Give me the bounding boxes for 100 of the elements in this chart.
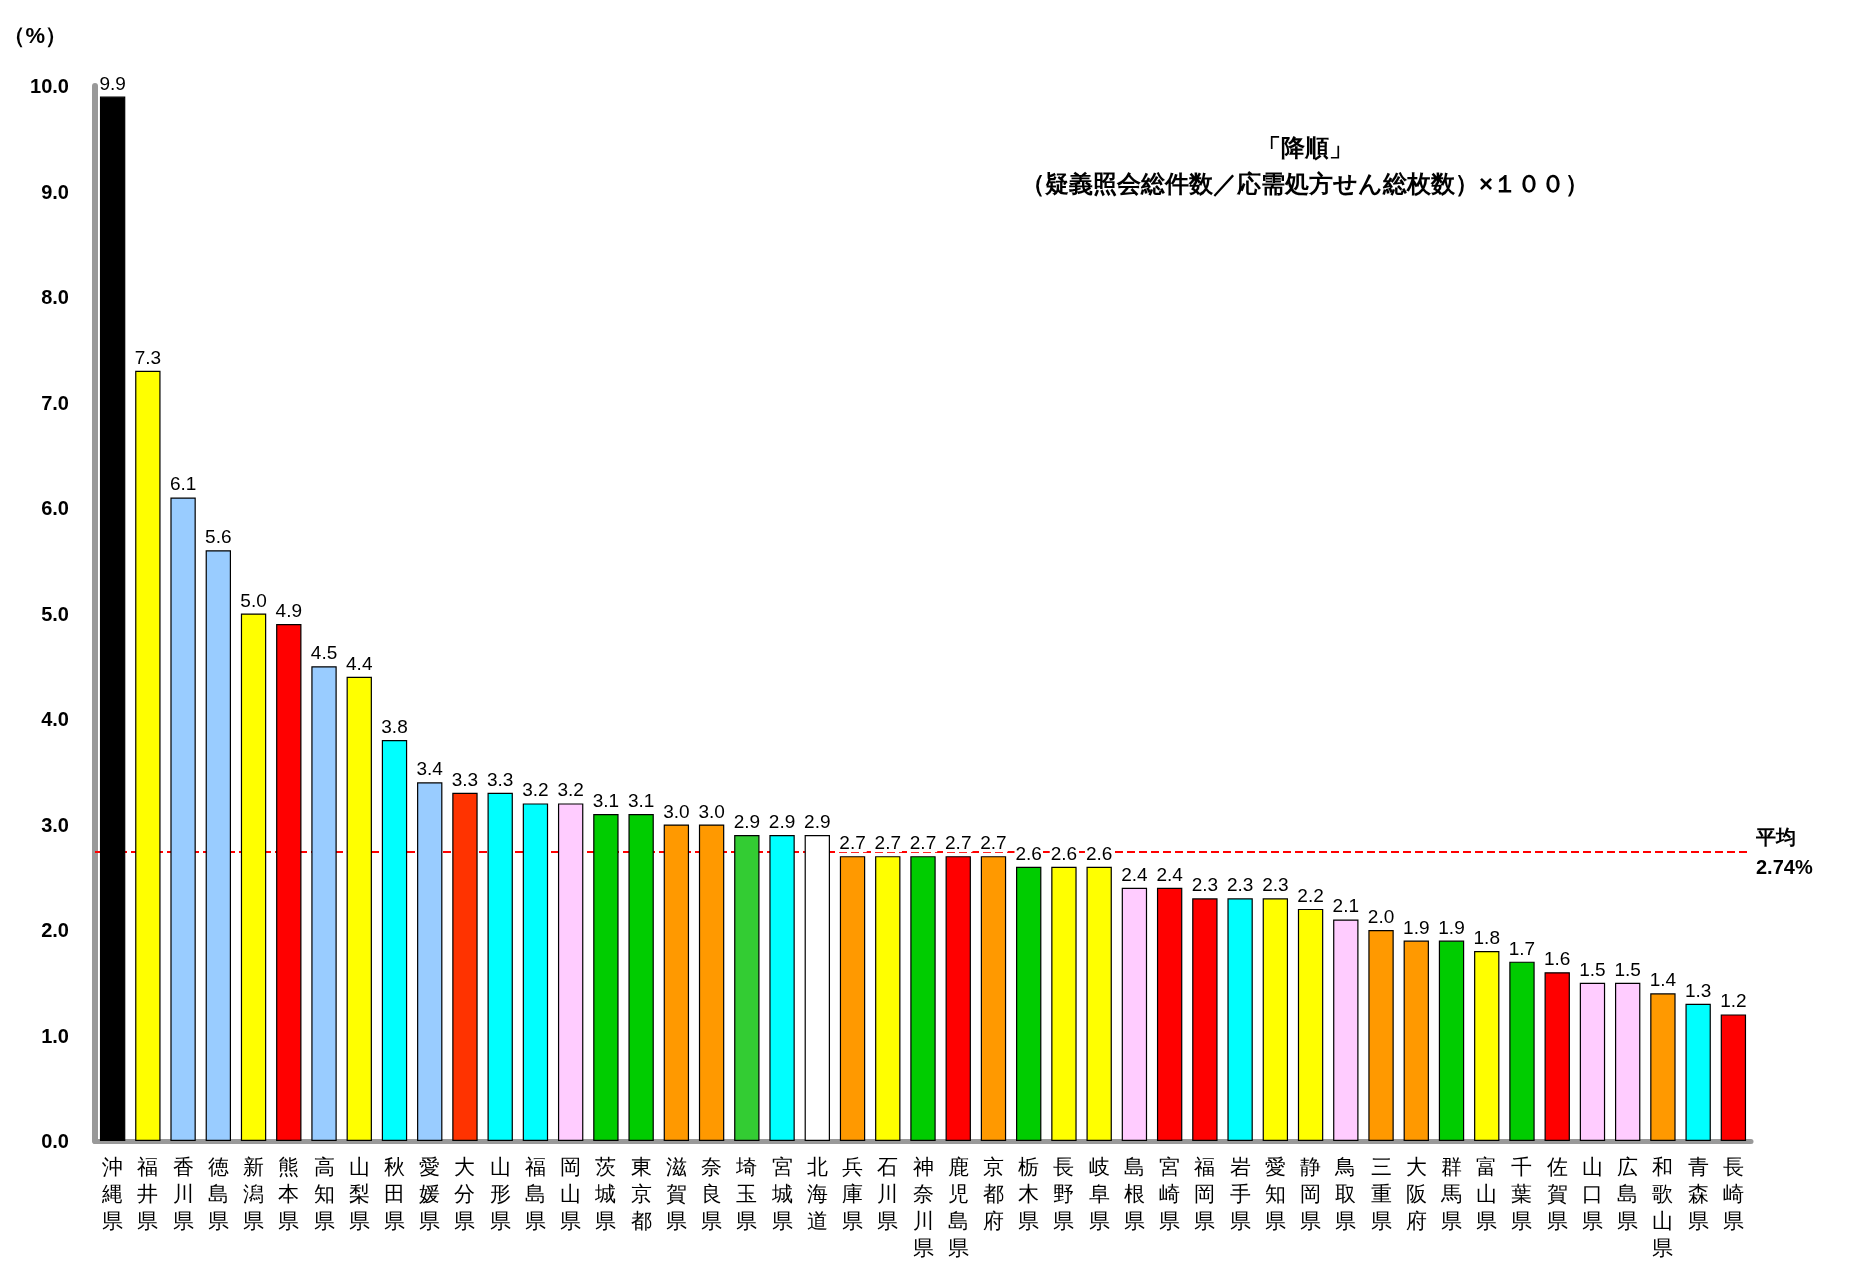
y-tick-label: 2.0 [41,919,69,941]
x-tick-label: 茨城県 [594,1155,617,1232]
data-label: 9.9 [99,72,126,94]
bar [1051,866,1077,1141]
bar [945,856,971,1141]
annotation: （疑義照会総件数／応需処方せん総枚数）×１００） [1020,169,1590,197]
data-label: 3.2 [557,779,584,801]
bar [346,676,372,1141]
data-label: 2.7 [909,832,937,854]
data-label: 2.4 [1121,863,1149,885]
x-tick-label: 岡山県 [560,1155,582,1232]
y-tick-label: 8.0 [41,286,69,308]
x-tick-label: 秋田県 [383,1155,405,1232]
data-label: 1.5 [1579,958,1606,980]
x-tick-label: 京都府 [982,1155,1004,1232]
bar [1121,887,1148,1141]
x-tick-label: 東京都 [630,1155,652,1232]
x-tick-label: 宮城県 [770,1155,793,1232]
data-label: 2.3 [1262,874,1289,896]
data-label: 3.3 [486,768,514,790]
bar [452,792,478,1141]
x-tick-label: 福岡県 [1194,1155,1216,1232]
data-label: 3.2 [522,779,549,801]
data-label: 6.1 [169,473,197,495]
bar [1262,898,1289,1141]
bar [1438,940,1465,1141]
data-label: 2.6 [1085,842,1113,864]
bar [1579,982,1606,1141]
data-label: 1.3 [1684,979,1712,1001]
bar [593,813,619,1141]
x-tick-label: 熊本県 [278,1155,300,1232]
x-tick-label: 新潟県 [243,1155,265,1232]
x-tick-label: 岩手県 [1229,1155,1251,1232]
x-tick-label: 広島県 [1617,1155,1639,1232]
bar [1615,982,1641,1141]
data-label: 1.9 [1438,916,1465,938]
bar [734,835,760,1141]
x-tick-label: 奈良県 [701,1155,723,1232]
data-label: 4.5 [310,642,338,664]
x-tick-label: 群馬県 [1440,1155,1463,1232]
y-tick-label: 4.0 [41,708,69,730]
x-tick-label: 山梨県 [348,1155,370,1232]
x-tick-label: 和歌山県 [1652,1155,1674,1259]
x-tick-label: 長崎県 [1722,1155,1744,1232]
bar [804,835,830,1141]
bar [311,666,337,1141]
y-tick-label: 0.0 [41,1130,69,1152]
data-label: 2.6 [1015,842,1042,864]
data-label: 2.0 [1367,906,1395,927]
bar [698,824,725,1141]
x-tick-label: 三重県 [1370,1155,1392,1232]
bar [557,803,584,1141]
y-tick-label: 1.0 [41,1024,69,1047]
data-label: 3.4 [416,758,444,780]
data-label: 2.7 [945,832,972,854]
bar [1192,898,1218,1141]
bar [417,782,443,1141]
y-tick-label: 7.0 [41,391,69,414]
bar [1650,993,1676,1141]
y-axis-title: （%） [3,22,67,48]
bar [1685,1003,1711,1141]
data-label: 2.4 [1156,863,1184,885]
bar [1227,898,1253,1141]
bar [875,856,901,1141]
x-tick-label: 高知県 [313,1155,335,1232]
bar [240,613,267,1141]
data-label: 3.8 [381,716,408,738]
x-tick-label: 北海道 [806,1155,828,1232]
data-label: 4.9 [275,600,302,622]
y-tick-label: 10.0 [30,75,69,97]
x-tick-label: 大分県 [454,1155,476,1232]
data-label: 1.7 [1508,937,1536,959]
data-label: 2.2 [1297,884,1324,906]
data-label: 5.6 [205,526,232,548]
bar [170,497,196,1141]
x-tick-label: 沖縄県 [101,1155,124,1232]
x-tick-label: 岐阜県 [1088,1155,1110,1232]
x-tick-label: 大阪府 [1405,1155,1427,1232]
bar [663,824,690,1141]
annotation: 「降順」 [1257,133,1353,161]
x-tick-label: 栃木県 [1018,1155,1040,1232]
data-label: 1.2 [1720,990,1747,1012]
data-label: 2.9 [768,811,796,833]
bar [381,740,408,1141]
data-label: 1.4 [1649,969,1677,991]
y-tick-label: 9.0 [41,180,69,203]
data-label: 1.9 [1403,916,1430,938]
data-label: 2.7 [874,832,901,854]
x-tick-label: 福島県 [524,1155,546,1232]
data-label: 7.3 [134,346,162,368]
x-tick-label: 静岡県 [1300,1155,1322,1232]
bar [839,856,866,1141]
bar [1086,866,1112,1141]
data-label: 2.1 [1332,895,1360,917]
data-label: 1.6 [1544,948,1571,970]
data-label: 3.1 [627,789,655,811]
x-tick-label: 鳥取県 [1334,1155,1357,1232]
bar [1509,961,1535,1141]
x-tick-label: 石川県 [877,1155,899,1232]
x-tick-label: 千葉県 [1511,1155,1533,1232]
